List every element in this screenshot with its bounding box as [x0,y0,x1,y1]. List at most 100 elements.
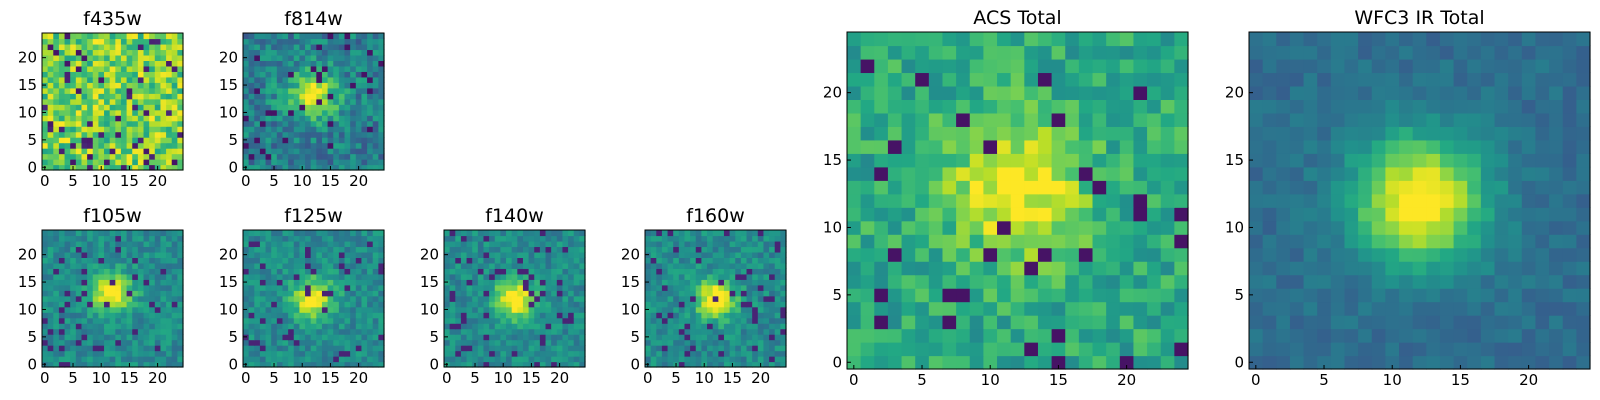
heatmap-cell [735,268,742,275]
heatmap-cell [299,65,306,72]
heatmap-cell [997,99,1012,114]
heatmap-cell [70,82,77,89]
heatmap-cell [1412,261,1427,276]
heatmap-cell [166,49,173,56]
heatmap-cell [53,131,60,138]
heatmap-cell [517,257,524,264]
heatmap-cell [522,230,530,237]
heatmap-cell [104,273,111,280]
heatmap-cell [1549,234,1564,249]
heatmap-cell [528,251,535,258]
heatmap-cell [137,98,145,105]
heatmap-cell [684,230,691,237]
heatmap-cell [757,350,765,357]
heatmap-cell [109,159,116,166]
heatmap-cell [53,43,60,51]
heatmap-cell [271,345,278,352]
heatmap-cell [70,290,77,297]
heatmap-cell [70,65,77,72]
heatmap-cell [969,45,984,60]
heatmap-cell [656,268,663,275]
heatmap-cell [58,33,66,40]
heatmap-cell [1106,45,1121,60]
heatmap-cell [1344,234,1359,249]
heatmap-cell [271,93,278,100]
heatmap-cell [265,257,272,264]
heatmap-cell [299,54,306,61]
heatmap-cell [259,312,267,319]
heatmap-cell [64,290,71,297]
heatmap-cell [983,45,998,60]
heatmap-cell [361,148,368,155]
heatmap-cell [367,120,374,127]
heatmap-cell [109,334,116,341]
heatmap-cell [305,273,312,280]
heatmap-cell [166,65,173,72]
heatmap-cell [171,82,178,89]
heatmap-cell [254,142,261,149]
heatmap-cell [449,268,456,275]
heatmap-cell [1037,301,1053,316]
heatmap-cell [53,356,60,363]
heatmap-cell [997,126,1012,141]
heatmap-cell [350,356,357,363]
heatmap-cell [299,350,306,357]
heatmap-cell [969,32,984,47]
heatmap-cell [1494,153,1509,168]
heatmap-cell [344,273,351,280]
heatmap-cell [271,159,278,166]
heatmap-cell [47,356,54,363]
heatmap-cell [545,345,552,352]
heatmap-cell [321,235,329,242]
heatmap-cell [64,251,71,258]
heatmap-cell [350,334,357,341]
heatmap-cell [718,301,725,308]
heatmap-cell [545,339,552,346]
heatmap-cell [1439,328,1455,343]
heatmap-cell [104,87,111,94]
heatmap-cell [472,257,479,264]
heatmap-cell [98,246,105,253]
heatmap-cell [293,350,300,357]
heatmap-cell [288,251,295,258]
heatmap-cell [915,72,930,87]
heatmap-cell [372,43,379,51]
heatmap-cell [1010,153,1025,168]
heatmap-cell [579,301,586,308]
heatmap-cell [276,350,284,357]
heatmap-cell [120,93,128,100]
heatmap-cell [372,76,379,83]
heatmap-cell [75,87,83,94]
heatmap-cell [1010,85,1025,100]
heatmap-cell [372,87,379,94]
heatmap-cell [120,120,128,127]
heatmap-cell [551,251,558,258]
heatmap-cell [723,230,731,237]
heatmap-cell [243,356,250,363]
heatmap-cell [42,120,49,127]
heatmap-cell [276,109,284,116]
heatmap-cell [378,60,385,67]
heatmap-cell [143,120,150,127]
heatmap-cell [1426,139,1441,154]
heatmap-cell [1521,180,1537,195]
heatmap-cell [75,334,83,341]
heatmap-cell [288,98,295,105]
heatmap-cell [1303,315,1318,330]
heatmap-cell [511,328,518,335]
heatmap-cell [338,268,346,275]
heatmap-cell [149,356,156,363]
heatmap-cell [1426,288,1441,303]
heatmap-cell [143,345,150,352]
heatmap-cell [132,268,139,275]
heatmap-cell [149,87,156,94]
heatmap-cell [556,301,564,308]
heatmap-cell [472,273,479,280]
heatmap-cell [109,295,116,302]
heatmap-cell [350,54,357,61]
heatmap-cell [305,93,312,100]
heatmap-cell [528,279,535,286]
heatmap-cell [718,356,725,363]
heatmap-cell [928,58,944,74]
heatmap-cell [87,323,94,330]
